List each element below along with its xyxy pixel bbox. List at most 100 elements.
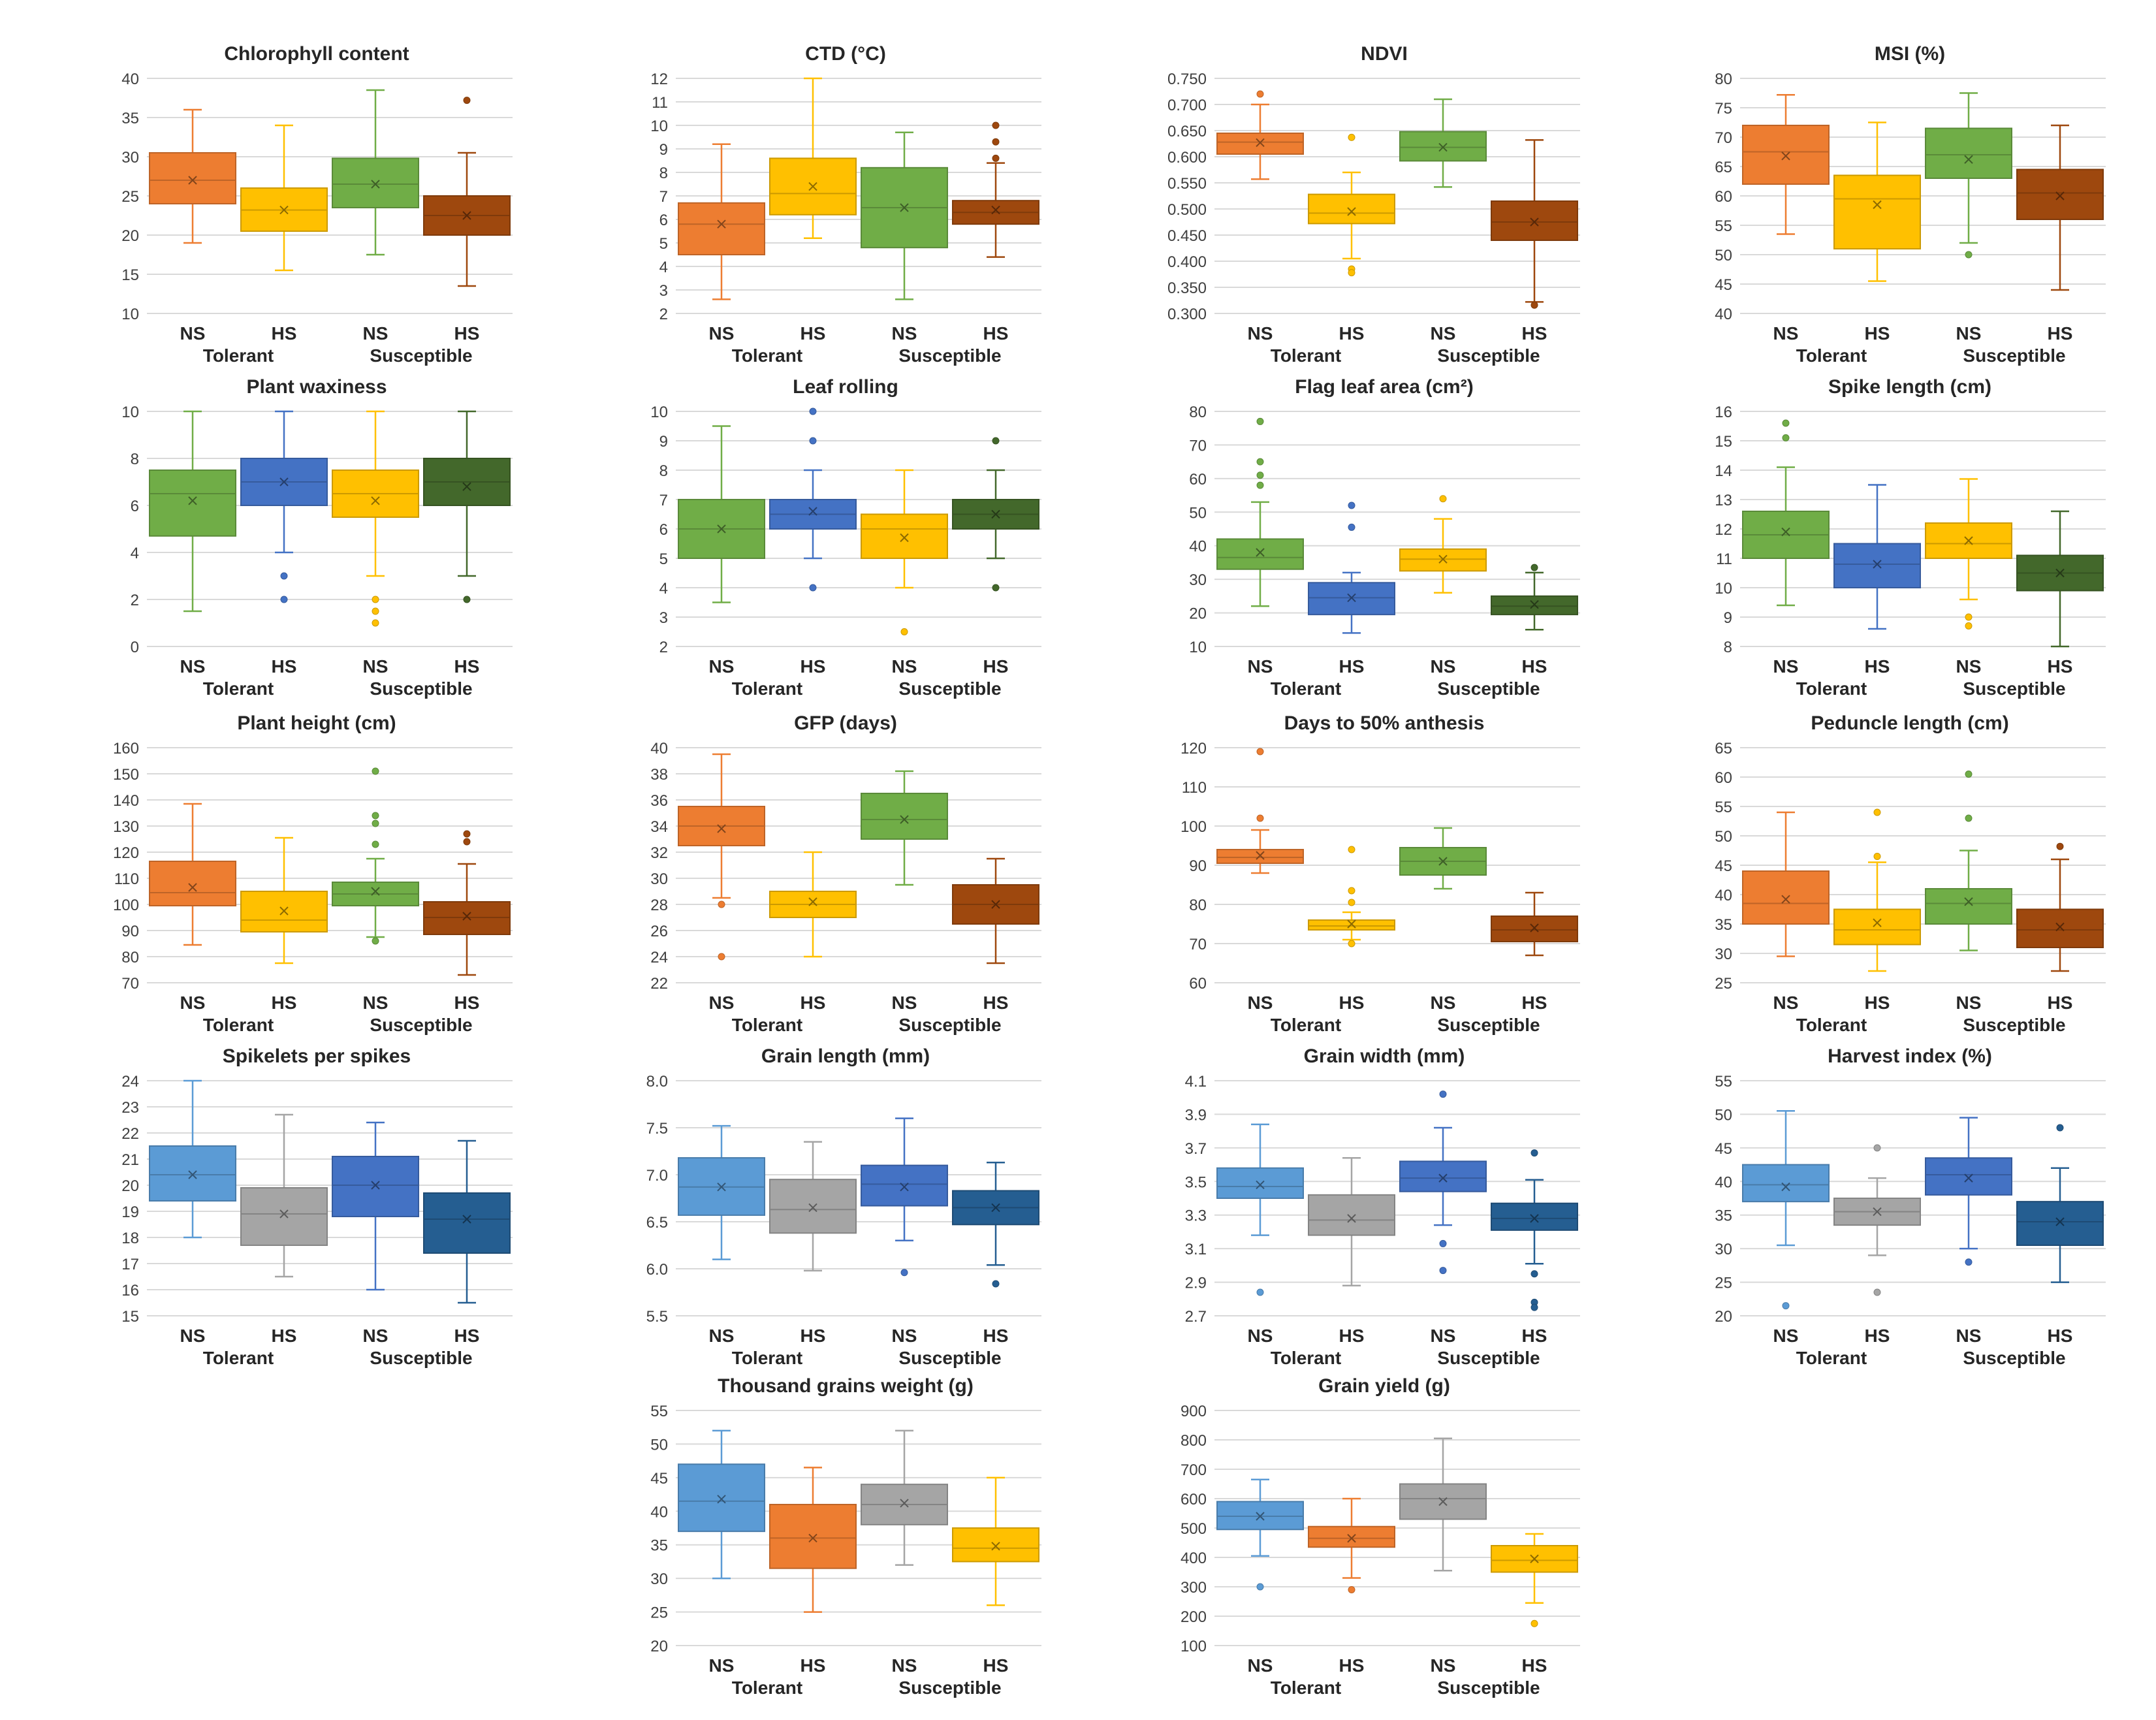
mean-marker <box>1964 897 1973 906</box>
outlier-point <box>1348 502 1355 509</box>
y-tick-label: 70 <box>1189 936 1207 953</box>
x-category-label: NS <box>709 656 735 677</box>
y-tick-label: 200 <box>1181 1608 1207 1626</box>
y-tick-label: 30 <box>650 1570 668 1588</box>
box-body <box>861 1164 948 1207</box>
y-tick-label: 70 <box>121 975 139 993</box>
outlier-point <box>1530 1149 1538 1157</box>
x-category-label: HS <box>801 993 826 1013</box>
mean-marker <box>1347 1214 1356 1223</box>
chart-title: GFP (days) <box>794 712 897 734</box>
y-tick-label: 40 <box>1715 306 1732 323</box>
x-category-label: NS <box>892 993 917 1013</box>
y-tick-label: 90 <box>1189 857 1207 875</box>
x-category-label: NS <box>363 1326 388 1346</box>
outlier-point <box>372 812 379 820</box>
y-tick-label: 30 <box>121 149 139 167</box>
x-category-label: HS <box>801 323 826 343</box>
y-tick-label: 35 <box>121 110 139 127</box>
mean-marker <box>1347 207 1356 216</box>
x-category-label: NS <box>1773 1326 1799 1346</box>
y-tick-label: 12 <box>650 71 668 88</box>
y-tick-label: 5 <box>659 550 668 568</box>
y-tick-label: 50 <box>650 1436 668 1454</box>
x-category-label: NS <box>1431 1326 1456 1346</box>
box-body <box>769 1179 857 1234</box>
x-category-label: NS <box>1956 656 1982 677</box>
y-tick-label: 6 <box>131 498 139 515</box>
x-group-label: Susceptible <box>898 1015 1001 1035</box>
y-tick-label: 16 <box>1715 404 1732 421</box>
y-tick-label: 35 <box>1715 916 1732 934</box>
y-tick-label: 60 <box>1715 769 1732 787</box>
y-tick-label: 90 <box>121 923 139 940</box>
y-tick-label: 20 <box>121 227 139 245</box>
x-category-label: NS <box>1773 993 1799 1013</box>
chart-panel: Thousand grains weight (g) 20 25 30 35 40 45 50… <box>650 1375 1041 1698</box>
mean-marker <box>1347 593 1356 603</box>
y-tick-label: 65 <box>1715 159 1732 176</box>
y-tick-label: 9 <box>659 433 668 451</box>
y-tick-label: 40 <box>650 1503 668 1521</box>
chart-panel: NDVI 0.300 0.350 0.400 0.450 0.500 0.550 0.600 0… <box>1167 43 1580 366</box>
y-tick-label: 0.700 <box>1167 97 1207 114</box>
mean-marker <box>2055 568 2065 578</box>
x-category-label: HS <box>1522 656 1547 677</box>
mean-marker <box>1781 895 1790 904</box>
y-tick-label: 10 <box>650 118 668 135</box>
mean-marker <box>808 182 817 191</box>
outlier-point <box>1348 940 1355 948</box>
x-category-label: HS <box>801 656 826 677</box>
x-category-label: HS <box>801 1326 826 1346</box>
outlier-point <box>1873 853 1881 860</box>
mean-marker <box>188 1170 197 1179</box>
x-group-label: Tolerant <box>203 678 274 699</box>
mean-marker <box>1256 1180 1265 1190</box>
y-tick-label: 6 <box>659 212 668 229</box>
y-tick-label: 3.3 <box>1185 1207 1207 1225</box>
y-tick-label: 80 <box>1715 71 1732 88</box>
box-body <box>2016 908 2104 948</box>
outlier-point <box>2056 842 2064 850</box>
y-tick-label: 700 <box>1181 1461 1207 1479</box>
outlier-point <box>992 138 1000 146</box>
outlier-point <box>992 121 1000 129</box>
x-category-label: HS <box>1522 323 1547 343</box>
outlier-point <box>1348 133 1355 141</box>
outlier-point <box>1348 899 1355 906</box>
y-tick-label: 9 <box>659 141 668 159</box>
y-tick-label: 10 <box>1189 639 1207 656</box>
mean-marker <box>279 906 289 916</box>
y-tick-label: 15 <box>121 1308 139 1326</box>
x-group-label: Susceptible <box>370 1015 472 1035</box>
outlier-point <box>372 607 379 615</box>
x-group-label: Susceptible <box>370 1348 472 1368</box>
box-body <box>423 1192 511 1254</box>
mean-marker <box>900 1499 909 1508</box>
y-tick-label: 60 <box>1189 471 1207 488</box>
box-body <box>1925 888 2012 925</box>
box-body <box>332 1156 419 1217</box>
x-group-label: Susceptible <box>370 345 472 366</box>
y-tick-label: 26 <box>650 923 668 940</box>
y-tick-label: 34 <box>650 818 668 836</box>
box-body <box>1308 1525 1395 1548</box>
outlier-point <box>1256 471 1264 479</box>
outlier-point <box>280 572 288 580</box>
x-group-label: Susceptible <box>1437 678 1540 699</box>
y-tick-label: 45 <box>650 1470 668 1488</box>
x-category-label: NS <box>180 323 206 343</box>
outlier-point <box>1439 1239 1447 1247</box>
mean-marker <box>371 180 380 189</box>
y-tick-label: 400 <box>1181 1550 1207 1567</box>
outlier-point <box>1530 1303 1538 1311</box>
y-tick-label: 100 <box>1181 818 1207 836</box>
outlier-point <box>372 937 379 945</box>
box-body <box>149 1145 236 1202</box>
x-category-label: HS <box>272 656 297 677</box>
y-tick-label: 20 <box>121 1177 139 1195</box>
box-body <box>1491 1202 1578 1231</box>
mean-marker <box>991 1203 1000 1213</box>
y-tick-label: 60 <box>1715 188 1732 206</box>
